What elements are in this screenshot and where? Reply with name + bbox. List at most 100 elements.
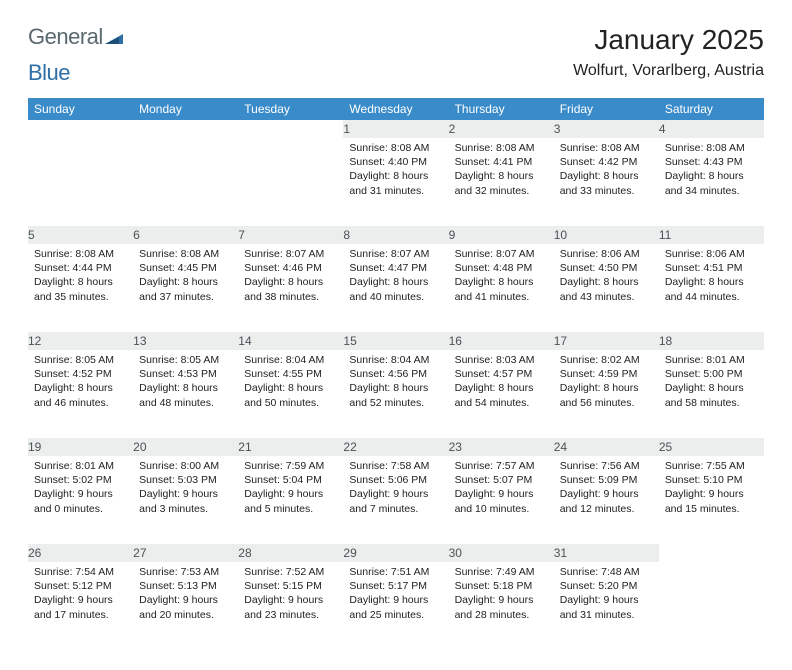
daylight-line-1: Daylight: 8 hours (349, 169, 442, 183)
sunset-line: Sunset: 5:13 PM (139, 579, 232, 593)
sunrise-line: Sunrise: 7:56 AM (560, 459, 653, 473)
day-details: Sunrise: 8:04 AMSunset: 4:55 PMDaylight:… (238, 350, 343, 416)
daylight-line-2: and 3 minutes. (139, 502, 232, 516)
daylight-line-2: and 28 minutes. (455, 608, 548, 622)
weekday-header: Friday (554, 98, 659, 120)
day-cell (659, 562, 764, 650)
day-details: Sunrise: 8:04 AMSunset: 4:56 PMDaylight:… (343, 350, 448, 416)
day-number-row: 1 2 3 4 (28, 120, 764, 138)
day-number-cell: 31 (554, 544, 659, 562)
day-number-cell: 8 (343, 226, 448, 244)
day-details: Sunrise: 8:08 AMSunset: 4:41 PMDaylight:… (449, 138, 554, 204)
weekday-header: Tuesday (238, 98, 343, 120)
day-number: 1 (343, 122, 350, 136)
day-cell: Sunrise: 8:08 AMSunset: 4:42 PMDaylight:… (554, 138, 659, 226)
day-cell: Sunrise: 8:02 AMSunset: 4:59 PMDaylight:… (554, 350, 659, 438)
sunrise-line: Sunrise: 8:05 AM (139, 353, 232, 367)
daylight-line-1: Daylight: 8 hours (34, 381, 127, 395)
day-cell: Sunrise: 8:08 AMSunset: 4:40 PMDaylight:… (343, 138, 448, 226)
day-number: 31 (554, 546, 567, 560)
day-number: 29 (343, 546, 356, 560)
daylight-line-2: and 38 minutes. (244, 290, 337, 304)
sunrise-line: Sunrise: 8:00 AM (139, 459, 232, 473)
daylight-line-1: Daylight: 8 hours (34, 275, 127, 289)
daylight-line-2: and 48 minutes. (139, 396, 232, 410)
day-details: Sunrise: 8:03 AMSunset: 4:57 PMDaylight:… (449, 350, 554, 416)
day-number: 2 (449, 122, 456, 136)
weekday-header: Thursday (449, 98, 554, 120)
sunset-line: Sunset: 5:17 PM (349, 579, 442, 593)
day-number-cell (238, 120, 343, 138)
day-cell: Sunrise: 7:52 AMSunset: 5:15 PMDaylight:… (238, 562, 343, 650)
day-details: Sunrise: 7:57 AMSunset: 5:07 PMDaylight:… (449, 456, 554, 522)
day-cell: Sunrise: 8:04 AMSunset: 4:55 PMDaylight:… (238, 350, 343, 438)
daylight-line-2: and 15 minutes. (665, 502, 758, 516)
sunset-line: Sunset: 4:47 PM (349, 261, 442, 275)
daylight-line-2: and 50 minutes. (244, 396, 337, 410)
daylight-line-2: and 43 minutes. (560, 290, 653, 304)
day-number-cell: 3 (554, 120, 659, 138)
day-number: 14 (238, 334, 251, 348)
day-number-cell: 10 (554, 226, 659, 244)
day-cell: Sunrise: 8:00 AMSunset: 5:03 PMDaylight:… (133, 456, 238, 544)
day-number: 6 (133, 228, 140, 242)
sunset-line: Sunset: 4:48 PM (455, 261, 548, 275)
day-details: Sunrise: 8:06 AMSunset: 4:50 PMDaylight:… (554, 244, 659, 310)
daylight-line-1: Daylight: 9 hours (455, 487, 548, 501)
day-number-cell: 23 (449, 438, 554, 456)
day-cell: Sunrise: 7:49 AMSunset: 5:18 PMDaylight:… (449, 562, 554, 650)
sunset-line: Sunset: 5:07 PM (455, 473, 548, 487)
day-number: 11 (659, 228, 671, 242)
daylight-line-1: Daylight: 8 hours (560, 169, 653, 183)
daylight-line-1: Daylight: 9 hours (560, 593, 653, 607)
sunrise-line: Sunrise: 7:58 AM (349, 459, 442, 473)
day-details: Sunrise: 8:08 AMSunset: 4:40 PMDaylight:… (343, 138, 448, 204)
day-details: Sunrise: 8:07 AMSunset: 4:48 PMDaylight:… (449, 244, 554, 310)
day-cell: Sunrise: 8:07 AMSunset: 4:46 PMDaylight:… (238, 244, 343, 332)
day-number-cell: 4 (659, 120, 764, 138)
sunset-line: Sunset: 5:03 PM (139, 473, 232, 487)
sunrise-line: Sunrise: 7:49 AM (455, 565, 548, 579)
daylight-line-1: Daylight: 9 hours (34, 487, 127, 501)
day-cell: Sunrise: 8:08 AMSunset: 4:43 PMDaylight:… (659, 138, 764, 226)
daylight-line-2: and 40 minutes. (349, 290, 442, 304)
sunset-line: Sunset: 5:18 PM (455, 579, 548, 593)
daylight-line-1: Daylight: 9 hours (244, 487, 337, 501)
header: GeneralBlue January 2025 Wolfurt, Vorarl… (28, 24, 764, 86)
daylight-line-2: and 7 minutes. (349, 502, 442, 516)
sunset-line: Sunset: 4:52 PM (34, 367, 127, 381)
daylight-line-2: and 17 minutes. (34, 608, 127, 622)
daylight-line-2: and 31 minutes. (349, 184, 442, 198)
day-body-row: Sunrise: 8:08 AMSunset: 4:40 PMDaylight:… (28, 138, 764, 226)
sunrise-line: Sunrise: 8:07 AM (349, 247, 442, 261)
day-number-cell: 2 (449, 120, 554, 138)
daylight-line-1: Daylight: 9 hours (560, 487, 653, 501)
day-body-row: Sunrise: 7:54 AMSunset: 5:12 PMDaylight:… (28, 562, 764, 650)
day-number: 26 (28, 546, 41, 560)
day-number: 13 (133, 334, 146, 348)
sunset-line: Sunset: 4:42 PM (560, 155, 653, 169)
day-number-cell: 9 (449, 226, 554, 244)
day-details: Sunrise: 7:56 AMSunset: 5:09 PMDaylight:… (554, 456, 659, 522)
sunrise-line: Sunrise: 8:05 AM (34, 353, 127, 367)
day-number: 8 (343, 228, 350, 242)
sunset-line: Sunset: 4:59 PM (560, 367, 653, 381)
sunset-line: Sunset: 4:53 PM (139, 367, 232, 381)
day-cell: Sunrise: 8:03 AMSunset: 4:57 PMDaylight:… (449, 350, 554, 438)
daylight-line-1: Daylight: 8 hours (665, 275, 758, 289)
day-number-cell: 18 (659, 332, 764, 350)
day-number: 16 (449, 334, 462, 348)
day-details: Sunrise: 8:01 AMSunset: 5:02 PMDaylight:… (28, 456, 133, 522)
day-number-cell: 19 (28, 438, 133, 456)
day-number: 5 (28, 228, 35, 242)
day-number-cell: 6 (133, 226, 238, 244)
sunrise-line: Sunrise: 7:52 AM (244, 565, 337, 579)
sunset-line: Sunset: 4:44 PM (34, 261, 127, 275)
day-details: Sunrise: 8:07 AMSunset: 4:46 PMDaylight:… (238, 244, 343, 310)
day-number: 3 (554, 122, 561, 136)
day-number: 17 (554, 334, 567, 348)
daylight-line-2: and 20 minutes. (139, 608, 232, 622)
daylight-line-1: Daylight: 8 hours (455, 275, 548, 289)
sunrise-line: Sunrise: 7:59 AM (244, 459, 337, 473)
weekday-header: Saturday (659, 98, 764, 120)
